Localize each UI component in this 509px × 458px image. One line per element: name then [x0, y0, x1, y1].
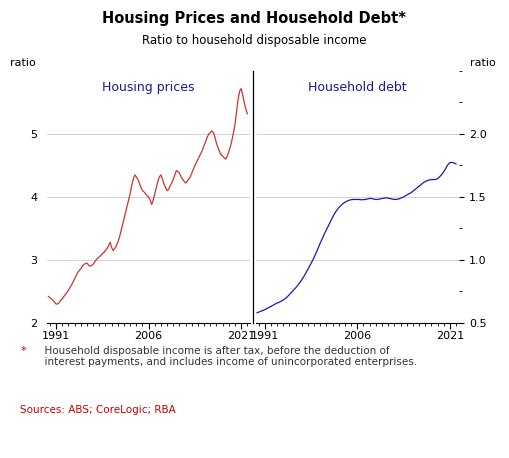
Text: Household disposable income is after tax, before the deduction of
  interest pay: Household disposable income is after tax… — [38, 346, 417, 367]
Text: Housing prices: Housing prices — [102, 81, 195, 94]
Text: Ratio to household disposable income: Ratio to household disposable income — [142, 34, 367, 47]
Text: ratio: ratio — [470, 59, 496, 69]
Text: ratio: ratio — [10, 59, 36, 69]
Text: Housing Prices and Household Debt*: Housing Prices and Household Debt* — [102, 11, 407, 27]
Text: Sources: ABS; CoreLogic; RBA: Sources: ABS; CoreLogic; RBA — [20, 405, 176, 415]
Text: Household debt: Household debt — [308, 81, 407, 94]
Text: *: * — [20, 346, 26, 356]
